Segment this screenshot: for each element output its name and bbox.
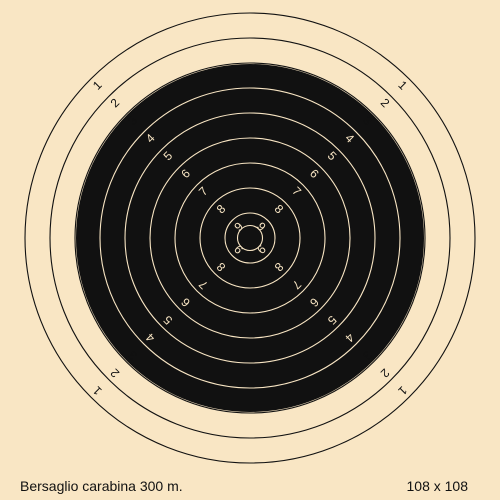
target-diagram: 111122223333444455556666777788889999 Ber…: [0, 0, 500, 500]
caption-dimensions: 108 x 108: [407, 478, 469, 494]
caption-title: Bersaglio carabina 300 m.: [20, 478, 183, 494]
target-svg: 111122223333444455556666777788889999: [0, 0, 500, 500]
